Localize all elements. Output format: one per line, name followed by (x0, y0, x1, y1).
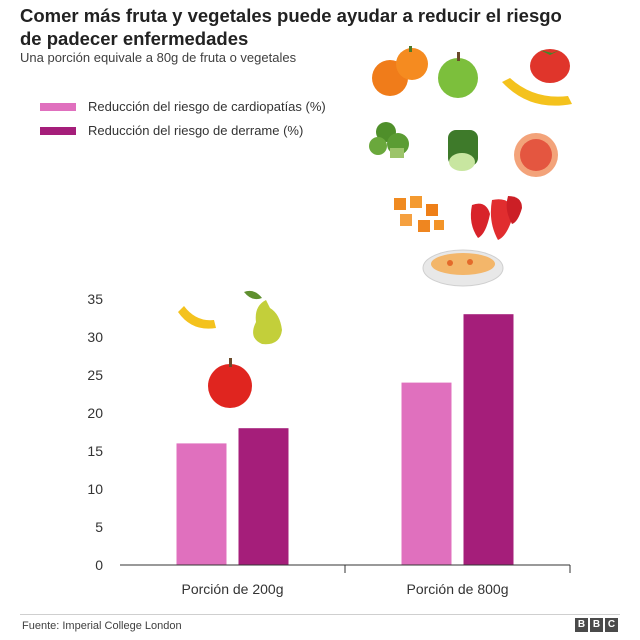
x-tick-label: Porción de 200g (182, 581, 284, 597)
y-tick-label: 5 (95, 519, 103, 535)
bar-derrame (238, 428, 289, 565)
y-tick-label: 30 (87, 329, 103, 345)
source-note: Fuente: Imperial College London (22, 620, 182, 632)
bbc-logo-letter: C (605, 618, 618, 632)
legend-swatch-cardiopatias (40, 103, 76, 111)
y-tick-label: 20 (87, 405, 103, 421)
y-tick-label: 10 (87, 481, 103, 497)
legend-label-cardiopatias: Reducción del riesgo de cardiopatías (%) (88, 99, 326, 114)
chart-subtitle: Una porción equivale a 80g de fruta o ve… (20, 50, 297, 65)
bbc-logo: B B C (575, 618, 618, 632)
bar-derrame (463, 314, 514, 565)
x-axis: Porción de 200g Porción de 800g (120, 564, 571, 597)
bars (176, 314, 514, 565)
bbc-logo-letter: B (575, 618, 588, 632)
bar-cardiopatias (401, 382, 452, 565)
y-axis: 0 5 10 15 20 25 30 35 (87, 291, 103, 573)
legend-swatch-derrame (40, 127, 76, 135)
bbc-logo-letter: B (590, 618, 603, 632)
y-tick-label: 15 (87, 443, 103, 459)
x-tick-label: Porción de 800g (407, 581, 509, 597)
legend-label-derrame: Reducción del riesgo de derrame (%) (88, 123, 304, 138)
y-tick-label: 35 (87, 291, 103, 307)
chart-title: Comer más fruta y vegetales puede ayudar… (20, 5, 562, 49)
bar-cardiopatias (176, 443, 227, 565)
y-tick-label: 25 (87, 367, 103, 383)
y-tick-label: 0 (95, 557, 103, 573)
footer-divider (20, 614, 620, 615)
